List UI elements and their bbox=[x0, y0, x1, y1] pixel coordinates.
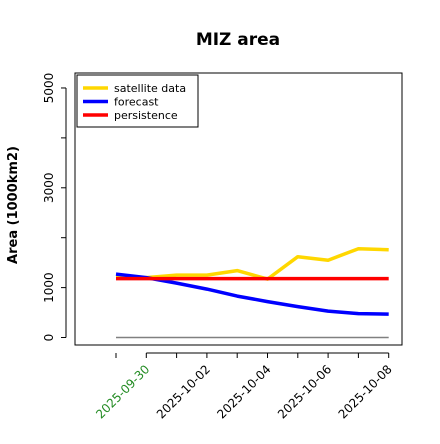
y-tick-label: 3000 bbox=[42, 173, 56, 204]
series-lines bbox=[115, 246, 389, 339]
plot-frame bbox=[74, 72, 403, 346]
y-tick-label: 1000 bbox=[42, 272, 56, 303]
series-line-satellite-data bbox=[116, 246, 389, 281]
x-tick-label: 2025-10-08 bbox=[336, 362, 395, 421]
x-tick-label: 2025-10-04 bbox=[214, 362, 273, 421]
x-tick-label: 2025-10-06 bbox=[275, 362, 334, 421]
chart-title: MIZ area bbox=[196, 30, 280, 50]
x-tick-label: 2025-09-30 bbox=[93, 362, 152, 421]
legend-label: satellite data bbox=[114, 82, 186, 95]
legend-label: forecast bbox=[114, 96, 159, 109]
y-tick-label: 0 bbox=[42, 334, 56, 342]
y-tick-label: 5000 bbox=[42, 73, 56, 104]
y-axis-label: Area (1000km2) bbox=[6, 146, 21, 264]
x-tick-label: 2025-10-02 bbox=[154, 362, 213, 421]
legend-label: persistence bbox=[114, 109, 178, 122]
